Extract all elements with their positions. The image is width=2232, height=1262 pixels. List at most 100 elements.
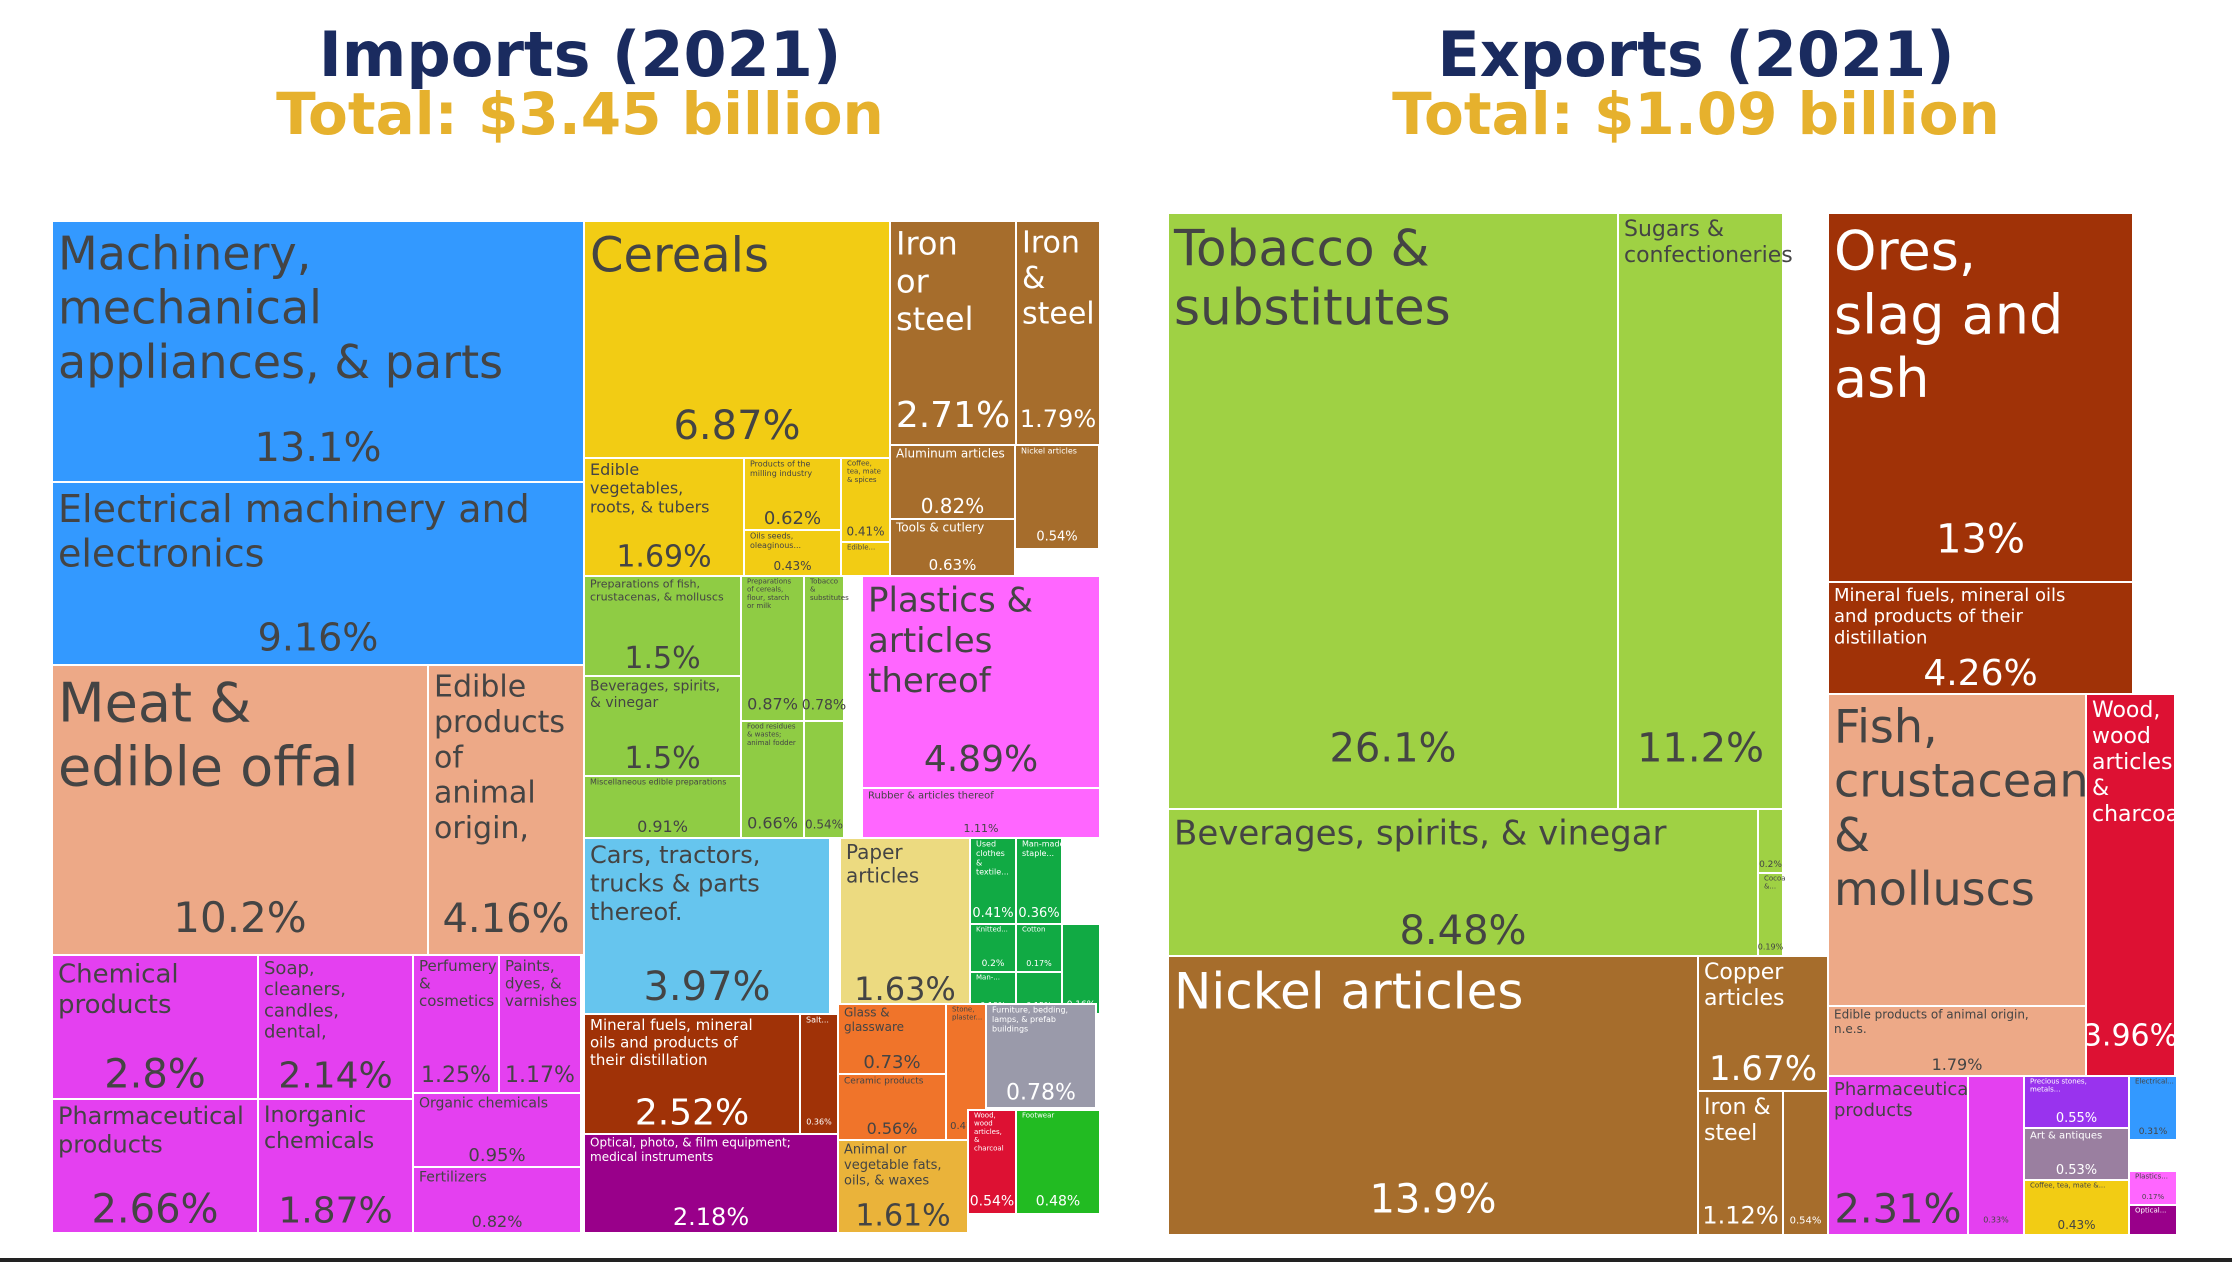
tile-label-cars-tractors-trucks-parts-thereof: Cars, tractors, trucks & parts thereof. — [590, 841, 760, 926]
tile-organic-chemicals — [412, 1092, 582, 1168]
tile-tile-10 — [1782, 1090, 1829, 1236]
tile-label-soap-cleaners-candles-dental-modelling-pastes: Soap, cleaners, candles, dental, — [264, 958, 346, 1043]
tile-label-food-residues-wastes-animal-fodder: Food residues & wastes; animal fodder — [747, 722, 796, 747]
tile-label-iron-or-steel-articles: Iron or steel — [896, 225, 973, 339]
tile-tools-cutlery — [889, 518, 1016, 577]
tile-value-animal-or-vegetable-fats-oils-waxes: 1.61% — [855, 1199, 950, 1234]
tile-rubber-articles-thereof — [861, 787, 1101, 839]
tile-label-iron-steel: Iron & steel — [1704, 1095, 1771, 1146]
tile-label-furniture-bedding-lamps-prefab-buildings: Furniture, bedding, lamps, & prefab buildi… — [992, 1005, 1068, 1033]
tile-value-food-residues-wastes-animal-fodder: 0.66% — [747, 814, 798, 833]
tile-label-electrical-machinery-and-electronics: Electrical machinery and electronics — [58, 487, 530, 576]
tile-label-products-of-the-milling-industry: Products of the milling industry — [750, 459, 812, 477]
tile-value-beverages-spirits-vinegar: 8.48% — [1399, 908, 1526, 954]
tile-label-tobacco-substitutes: Tobacco & substitutes — [1173, 220, 1451, 337]
tile-oils-seeds-oleaginous — [743, 529, 842, 577]
tile-miscellaneous-edible-preparations — [583, 775, 742, 839]
tile-wood-wood-articles-charcoal — [967, 1109, 1017, 1215]
tile-label-pharmaceutical-products: Pharmaceutical products — [1834, 1079, 1973, 1121]
tile-value-inorganic-chemicals: 1.87% — [278, 1190, 392, 1231]
imports-chart: Imports (2021) Total: $3.45 billion Mach… — [51, 18, 1101, 1234]
tile-value-chemical-products-n-e-s: 2.8% — [104, 1051, 206, 1097]
tile-paper-articles — [839, 837, 971, 1015]
tile-label-organic-chemicals: Organic chemicals — [419, 1096, 548, 1112]
tile-label-chemical-products-n-e-s: Chemical products — [58, 959, 179, 1020]
tile-man-made-staple — [1015, 837, 1063, 925]
tile-label-edible: Edible... — [847, 543, 875, 551]
tile-label-nickel-articles: Nickel articles — [1021, 446, 1077, 455]
tile-label-preparations-of-fish-crustacenas-molluscs: Preparations of fish, crustacenas, & moll… — [590, 578, 724, 604]
tile-value-edible-products-of-animal-origin-n-e-s: 1.79% — [1932, 1055, 1983, 1074]
tile-tobacco-substitutes — [803, 575, 845, 722]
tile-optical — [2128, 1204, 2178, 1236]
tile-glass-glassware — [837, 1003, 947, 1075]
tile-label-stone-plaster: Stone, plaster... — [952, 1005, 982, 1021]
tile-value-rubber-articles-thereof: 1.11% — [964, 822, 999, 835]
tile-nickel-articles — [1167, 955, 1699, 1236]
tile-sugars-confectioneries — [1617, 212, 1784, 810]
tile-value-mineral-fuels-mineral-oils-and-products-of-their-distillation: 4.26% — [1923, 653, 2037, 694]
tile-tobacco-substitutes — [1167, 212, 1619, 810]
tile-pharmaceutical-products — [1827, 1075, 1969, 1236]
tile-label-beverages-spirits-vinegar: Beverages, spirits, & vinegar — [1174, 814, 1667, 854]
tile-label-coffee-tea-mate-spices: Coffee, tea, mate & spices — [847, 459, 881, 484]
tile-iron-steel — [1697, 1090, 1784, 1236]
tile-value-knitted: 0.2% — [982, 959, 1005, 969]
tile-label-coffee-tea-mate: Coffee, tea, mate &... — [2030, 1181, 2105, 1189]
tile-label-used-clothes-textile: Used clothes & textile... — [976, 839, 1009, 876]
tile-edible-products-of-animal-origin-n-e-s — [427, 664, 585, 956]
tile-label-ores-slag-and-ash: Ores, slag and ash — [1834, 220, 2063, 410]
tile-value-perfumery-cosmetics: 1.25% — [421, 1063, 491, 1088]
tile-label-perfumery-cosmetics: Perfumery & cosmetics — [419, 957, 497, 1010]
tile-value-edible-vegetables-roots-tubers: 1.69% — [616, 540, 711, 575]
tile-value-stone-plaster: 0.47% — [950, 1121, 982, 1132]
imports-title: Imports (2021) — [318, 18, 842, 91]
tile-value-coffee-tea-mate-spices: 0.41% — [846, 524, 884, 538]
tile-value-wood-wood-articles-charcoal: 0.54% — [970, 1194, 1014, 1210]
tile-value-man-made-staple: 0.36% — [1018, 906, 1059, 921]
tile-machinery-mechanical-appliances-parts — [51, 220, 585, 483]
tile-plastics — [2128, 1170, 2178, 1206]
tile-art-antiques — [2023, 1127, 2130, 1181]
tile-value-ores-slag-and-ash: 13% — [1936, 516, 2025, 562]
tile-label-precious-stones-metals: Precious stones, metals... — [2030, 1077, 2087, 1093]
tile-label-electrical: Electrical... — [2135, 1077, 2174, 1085]
tile-label-tools-cutlery: Tools & cutlery — [895, 521, 984, 535]
tile-value-paints-dyes-varnishes: 1.17% — [505, 1063, 575, 1088]
tile-value-iron-steel: 1.79% — [1020, 405, 1096, 433]
tile-nickel-articles — [1014, 444, 1100, 550]
tile-value-plastics: 0.17% — [2142, 1193, 2165, 1201]
exports-title: Exports (2021) — [1437, 18, 1955, 91]
tile-value-used-clothes-textile: 0.41% — [972, 906, 1013, 921]
tile-value-preparations-of-fish-crustacenas-molluscs: 1.5% — [624, 641, 700, 676]
tile-value-tile-15: 0.33% — [1983, 1215, 2009, 1224]
tile-value-tools-cutlery: 0.63% — [929, 556, 977, 574]
tile-tile-29 — [803, 720, 845, 839]
tile-preparations-of-fish-crustacenas-molluscs — [583, 575, 742, 677]
tile-value-cereals: 6.87% — [673, 403, 800, 449]
tile-value-miscellaneous-edible-preparations: 0.91% — [637, 817, 688, 836]
tile-value-tile-3: 0.2% — [1759, 860, 1782, 870]
tile-value-aluminum-articles: 0.82% — [921, 494, 985, 518]
tile-meat-edible-offal — [51, 664, 429, 956]
tile-value-wood-wood-articles-charcoal: 3.96% — [2083, 1018, 2178, 1053]
tile-label-machinery-mechanical-appliances-parts: Machinery, mechanical appliances, & parts — [58, 226, 503, 389]
tile-label-plastics: Plastics... — [2135, 1172, 2168, 1180]
tile-label-pharmaceutical-products: Pharmaceutical products — [58, 1102, 244, 1158]
tile-label-paper-articles: Paper articles — [846, 840, 919, 888]
tile-value-furniture-bedding-lamps-prefab-buildings: 0.78% — [1006, 1081, 1076, 1106]
tile-label-art-antiques: Art & antiques — [2030, 1131, 2102, 1142]
tile-furniture-bedding-lamps-prefab-buildings — [985, 1003, 1097, 1109]
tile-label-iron-steel: Iron & steel — [1022, 226, 1095, 332]
tile-value-tile-29: 0.54% — [805, 818, 843, 832]
tile-label-animal-or-vegetable-fats-oils-waxes: Animal or vegetable fats, oils, & waxes — [844, 1143, 942, 1189]
tile-ores-slag-and-ash — [1827, 212, 2134, 583]
tile-label-cereals: Cereals — [590, 227, 769, 283]
tile-value-cocoa: 0.19% — [1758, 942, 1784, 951]
tile-label-preparations-of-cereals-flour-starch-or-milk: Preparations of cereals, flour, starch or m… — [747, 577, 791, 610]
tile-label-salt: Salt... — [806, 1015, 829, 1024]
tile-value-cotton: 0.17% — [1026, 959, 1052, 968]
tile-value-electrical-machinery-and-electronics: 9.16% — [258, 615, 379, 659]
tile-label-mineral-fuels-mineral-oils-and-products-of-their-distillation: Mineral fuels, mineral oils and products … — [590, 1016, 753, 1069]
tile-tile-15 — [1967, 1075, 2025, 1236]
